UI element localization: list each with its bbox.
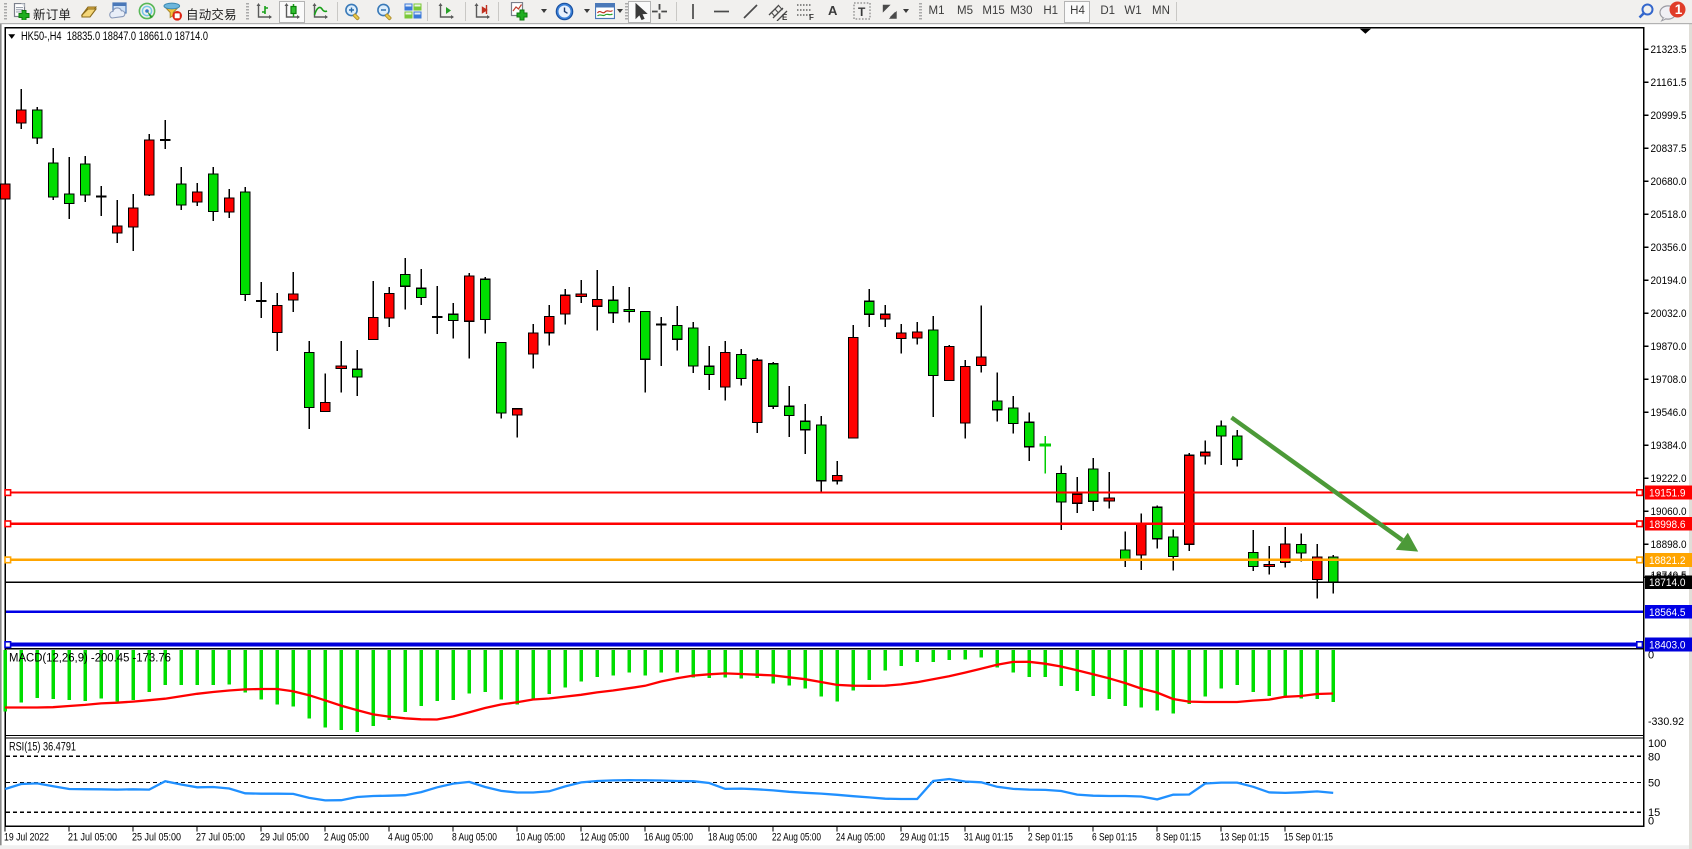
svg-text:18898.0: 18898.0 [1651,539,1687,551]
svg-text:19384.0: 19384.0 [1651,440,1687,452]
svg-text:20518.0: 20518.0 [1651,209,1687,221]
svg-text:0: 0 [1648,650,1654,662]
svg-text:16 Aug 05:00: 16 Aug 05:00 [644,832,693,844]
svg-text:27 Jul 05:00: 27 Jul 05:00 [196,832,245,844]
svg-text:8 Sep 01:15: 8 Sep 01:15 [1156,832,1201,844]
svg-text:19 Jul 2022: 19 Jul 2022 [4,832,49,844]
svg-text:20999.5: 20999.5 [1651,110,1687,122]
svg-text:T: T [858,5,866,19]
svg-text:19546.0: 19546.0 [1651,407,1687,419]
svg-text:-330.92: -330.92 [1648,716,1684,728]
svg-text:25 Jul 05:00: 25 Jul 05:00 [132,832,181,844]
svg-text:29 Jul 05:00: 29 Jul 05:00 [260,832,309,844]
svg-text:RSI(15) 36.4791: RSI(15) 36.4791 [9,742,76,754]
svg-text:15 Sep 01:15: 15 Sep 01:15 [1284,832,1333,844]
svg-text:18821.2: 18821.2 [1649,555,1686,567]
svg-text:15: 15 [1648,807,1660,819]
svg-text:29 Aug 01:15: 29 Aug 01:15 [900,832,949,844]
svg-text:20680.0: 20680.0 [1651,176,1687,188]
svg-text:F: F [809,13,814,21]
svg-text:18403.0: 18403.0 [1649,640,1686,652]
svg-text:31 Aug 01:15: 31 Aug 01:15 [964,832,1013,844]
svg-text:20837.5: 20837.5 [1651,143,1687,155]
svg-text:HK50-,H4 18835.0 18847.0 1866: HK50-,H4 18835.0 18847.0 18661.0 18714.0 [21,31,208,43]
svg-text:2 Aug 05:00: 2 Aug 05:00 [324,832,369,844]
svg-text:MACD(12,26,9) -200.45 -173.76: MACD(12,26,9) -200.45 -173.76 [9,653,171,665]
svg-text:18564.5: 18564.5 [1649,607,1686,619]
svg-text:13 Sep 01:15: 13 Sep 01:15 [1220,832,1269,844]
svg-text:E: E [782,13,788,21]
svg-text:12 Aug 05:00: 12 Aug 05:00 [580,832,629,844]
svg-text:6 Sep 01:15: 6 Sep 01:15 [1092,832,1137,844]
svg-text:21323.5: 21323.5 [1651,44,1687,56]
svg-text:50: 50 [1648,778,1660,790]
svg-text:19708.0: 19708.0 [1651,374,1687,386]
svg-text:80: 80 [1648,752,1660,764]
svg-text:18998.6: 18998.6 [1649,519,1686,531]
svg-text:21 Jul 05:00: 21 Jul 05:00 [68,832,117,844]
svg-text:19060.0: 19060.0 [1651,506,1687,518]
svg-text:100: 100 [1648,738,1666,750]
svg-text:24 Aug 05:00: 24 Aug 05:00 [836,832,885,844]
svg-text:19222.0: 19222.0 [1651,473,1687,485]
svg-text:20356.0: 20356.0 [1651,242,1687,254]
svg-text:18 Aug 05:00: 18 Aug 05:00 [708,832,757,844]
svg-text:18714.0: 18714.0 [1649,577,1686,589]
svg-text:20032.0: 20032.0 [1651,308,1687,320]
svg-text:20194.0: 20194.0 [1651,275,1687,287]
svg-text:22 Aug 05:00: 22 Aug 05:00 [772,832,821,844]
svg-text:1: 1 [1675,2,1683,17]
svg-text:0: 0 [1648,816,1654,828]
svg-text:2 Sep 01:15: 2 Sep 01:15 [1028,832,1073,844]
svg-text:10 Aug 05:00: 10 Aug 05:00 [516,832,565,844]
svg-text:19870.0: 19870.0 [1651,341,1687,353]
svg-text:21161.5: 21161.5 [1651,77,1687,89]
svg-text:4 Aug 05:00: 4 Aug 05:00 [388,832,433,844]
svg-text:8 Aug 05:00: 8 Aug 05:00 [452,832,497,844]
svg-text:19151.9: 19151.9 [1649,488,1686,500]
